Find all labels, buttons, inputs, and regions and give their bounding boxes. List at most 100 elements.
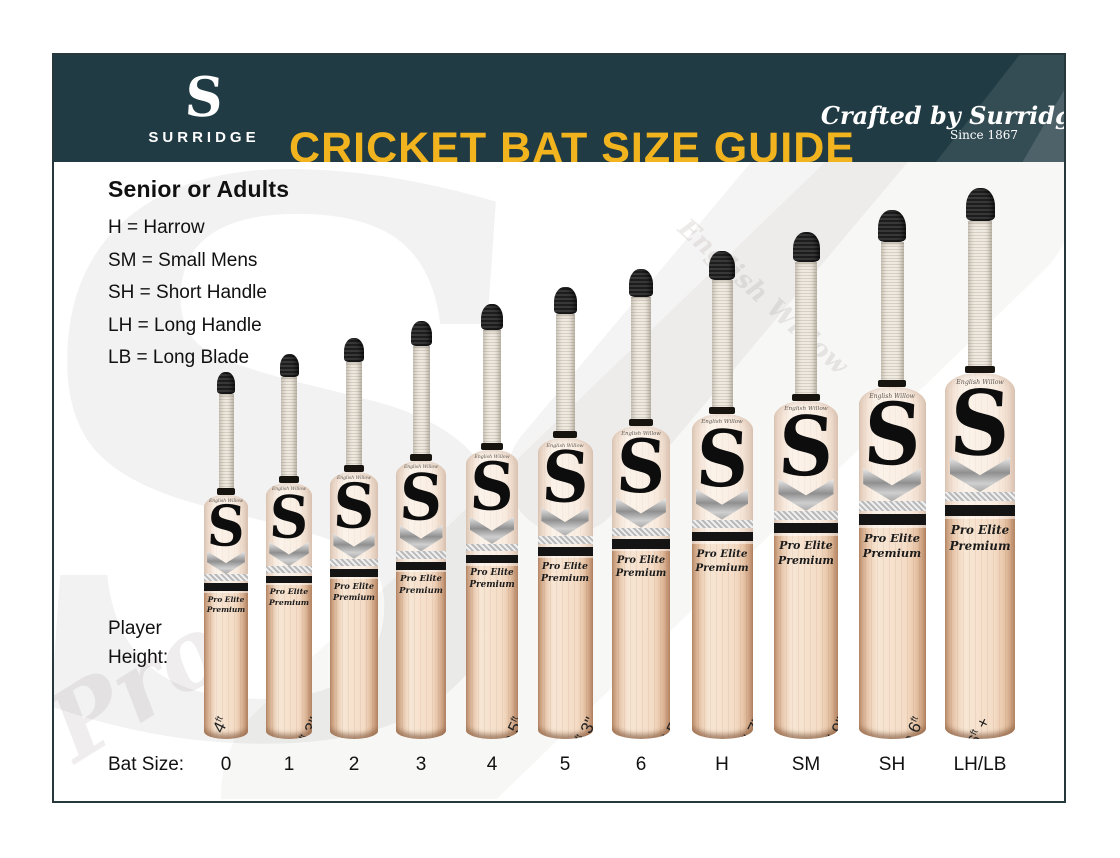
content-area: S English Willow Pro Senior or Adults H … <box>54 162 1064 799</box>
bat-blade: English Willow S Pro Elite Premium 4ft <box>204 495 248 739</box>
bat-handle <box>708 280 736 414</box>
bat-grip-knob <box>344 338 364 362</box>
english-willow-text: English Willow <box>474 454 510 460</box>
surridge-s-icon: S <box>539 438 591 519</box>
bat-grip-knob <box>553 287 577 314</box>
black-stripe <box>858 514 926 525</box>
bat-size-label: Bat Size: <box>108 754 185 775</box>
bat-size-value: LH/LB <box>953 754 1007 775</box>
model-name-text: Pro Elite Premium <box>540 560 589 585</box>
bat-handle <box>965 221 995 373</box>
english-willow-text: English Willow <box>701 419 743 426</box>
bat-handle <box>628 297 654 426</box>
bat-grip-knob <box>410 321 432 346</box>
crafted-by-surridge-logo: Crafted by Surridge Since 1867 <box>821 101 1064 142</box>
bat-size-value: 5 <box>559 754 571 775</box>
surridge-brand-logo: S SURRIDGE <box>109 65 299 146</box>
black-stripe <box>466 554 518 564</box>
surridge-s-icon: S <box>693 414 751 505</box>
bat-handle <box>344 362 364 472</box>
surridge-s-icon: S <box>331 472 377 543</box>
black-stripe <box>204 583 248 591</box>
player-height-label: Player Height: <box>108 614 168 672</box>
bat-size-value: 0 <box>220 754 232 775</box>
player-height-text: 4ft 6" to 5ft <box>487 714 518 739</box>
bat-handle <box>553 314 577 438</box>
english-willow-text: English Willow <box>336 476 371 482</box>
legend-item: H = Harrow <box>108 217 205 238</box>
crafted-since-text: Since 1867 <box>950 128 1018 142</box>
player-height-text: 6ft + <box>964 714 994 739</box>
bat-handle <box>410 346 432 461</box>
surridge-s-icon: S <box>267 483 311 552</box>
bat-size-value: 4 <box>486 754 498 775</box>
bat-grip-knob <box>279 354 299 377</box>
bat-size-value: SM <box>791 754 821 775</box>
english-willow-text: English Willow <box>208 498 243 504</box>
bat-size-value: 1 <box>283 754 295 775</box>
english-willow-text: English Willow <box>271 487 306 493</box>
surridge-s-icon: S <box>861 387 924 485</box>
bat-size-value: 3 <box>415 754 427 775</box>
surridge-s-icon: S <box>183 65 225 130</box>
bat-size-value: 2 <box>348 754 360 775</box>
crafted-script-text: Crafted by Surridge <box>820 101 1064 130</box>
model-name-text: Pro Elite Premium <box>695 547 749 574</box>
player-height-text: 5ft 7" to 5ft 9" <box>802 714 838 739</box>
bat-handle <box>877 242 907 387</box>
bat-grip-knob <box>629 269 653 297</box>
legend-item: LH = Long Handle <box>108 314 262 336</box>
surridge-s-icon: S <box>614 426 668 511</box>
legend-item: SM = Small Mens <box>108 249 258 271</box>
black-stripe <box>945 505 1015 517</box>
mesh-band <box>612 527 670 536</box>
black-stripe <box>774 523 838 534</box>
surridge-s-icon: S <box>397 461 445 535</box>
header: S SURRIDGE CRICKET BAT SIZE GUIDE Crafte… <box>54 55 1064 162</box>
page-title: CRICKET BAT SIZE GUIDE <box>289 123 855 162</box>
bat-grip-knob <box>792 232 820 262</box>
cricket-bat-size-0: English Willow S Pro Elite Premium 4ft <box>204 372 248 739</box>
bat-grip-knob <box>217 372 235 394</box>
player-height-text: 4ft to 4ft 3" <box>284 714 312 739</box>
bat-grip-knob <box>965 188 995 221</box>
surridge-s-icon: S <box>205 495 247 560</box>
model-name-text: Pro Elite Premium <box>268 587 310 607</box>
bat-grip-knob <box>878 210 906 242</box>
player-height-text: 4ft <box>208 714 231 736</box>
mesh-band <box>691 519 753 529</box>
legend-item: SH = Short Handle <box>108 282 267 303</box>
bat-handle <box>792 262 820 401</box>
bat-grip-knob <box>481 304 503 330</box>
model-name-text: Pro Elite Premium <box>206 594 246 614</box>
bat-size-value: SH <box>878 754 906 775</box>
english-willow-text: English Willow <box>621 431 661 437</box>
surridge-s-icon: S <box>947 373 1013 477</box>
mesh-band <box>396 551 446 559</box>
mesh-band <box>266 566 312 573</box>
english-willow-text: English Willow <box>784 406 828 413</box>
bat-size-value: 6 <box>635 754 647 775</box>
black-stripe <box>266 575 312 584</box>
model-name-text: Pro Elite Premium <box>333 580 375 602</box>
player-height-text: 5ft 9" to 6ft <box>887 714 925 739</box>
model-name-text: Pro Elite Premium <box>399 574 443 596</box>
english-willow-text: English Willow <box>546 442 584 449</box>
legend-item: LB = Long Blade <box>108 347 250 368</box>
model-name-text: Pro Elite Premium <box>949 523 1011 554</box>
black-stripe <box>537 546 593 556</box>
model-name-text: Pro Elite Premium <box>615 554 667 579</box>
surridge-s-icon: S <box>468 450 516 526</box>
english-willow-text: English Willow <box>956 378 1004 386</box>
mesh-band <box>537 535 593 544</box>
